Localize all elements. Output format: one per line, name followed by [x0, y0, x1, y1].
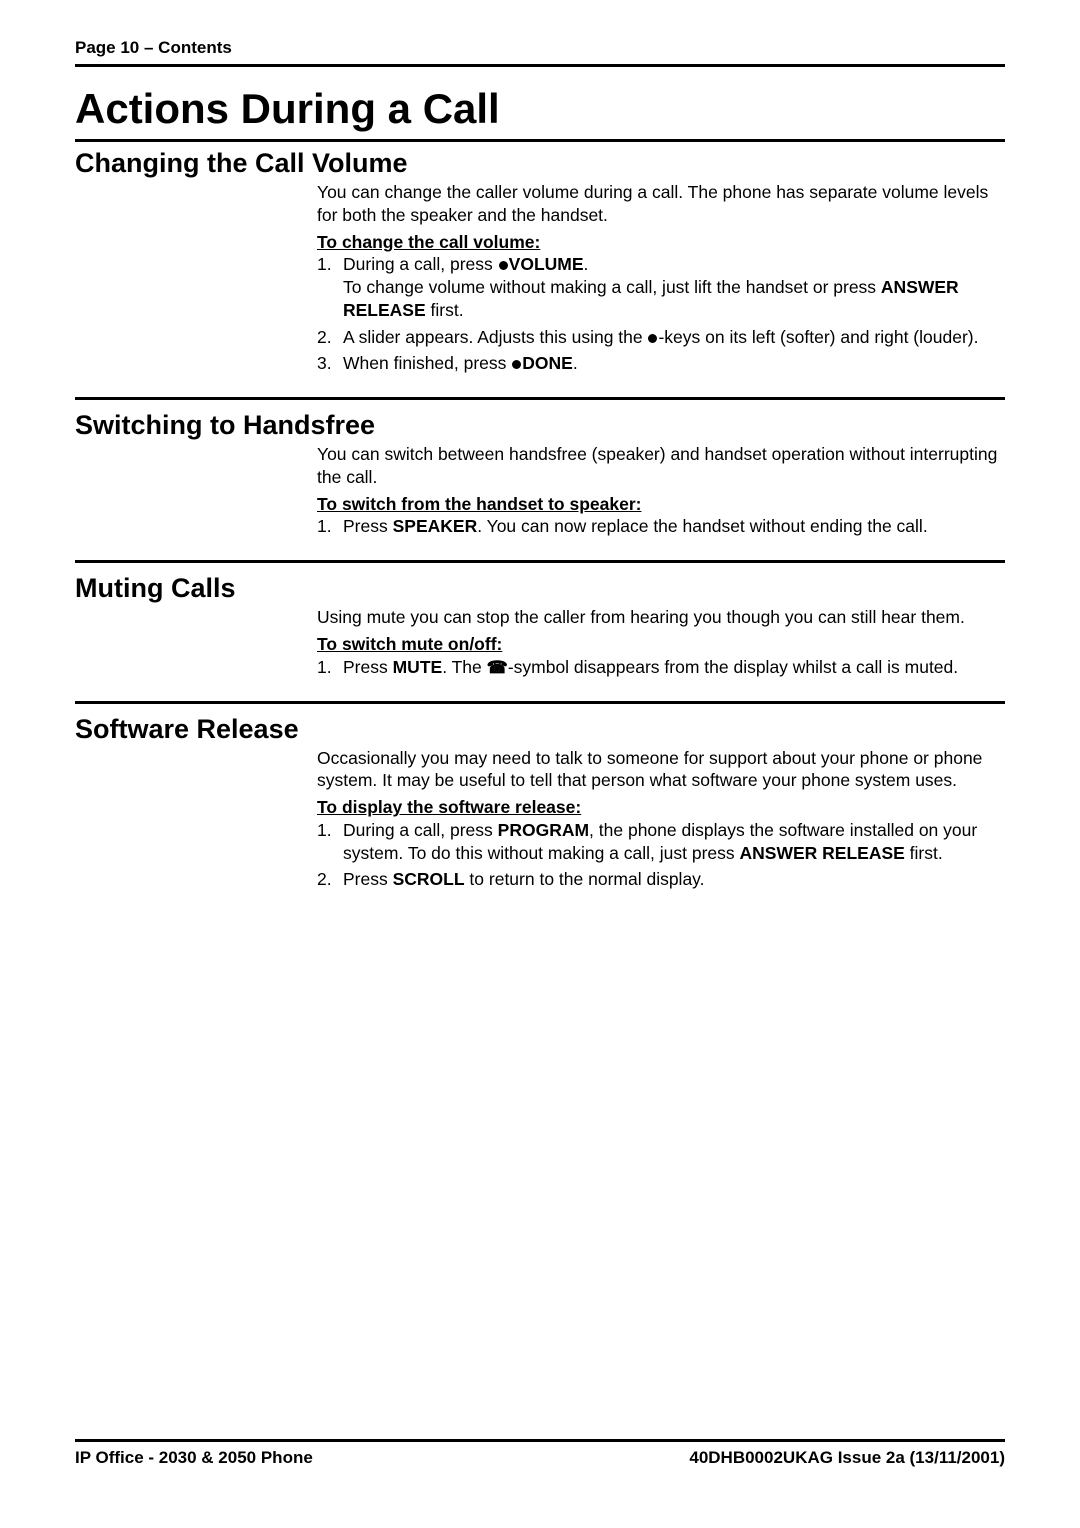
- section-heading: Software Release: [75, 714, 1005, 745]
- key-label: PROGRAM: [498, 820, 589, 840]
- list-item: A slider appears. Adjusts this using the…: [317, 326, 1005, 349]
- sub-heading: To display the software release:: [317, 797, 581, 817]
- sub-heading: To switch from the handset to speaker:: [317, 494, 641, 514]
- steps-list: During a call, press VOLUME. To change v…: [317, 253, 1005, 375]
- key-label: ANSWER RELEASE: [740, 843, 905, 863]
- key-label: DONE: [522, 353, 573, 373]
- section-handsfree: Switching to Handsfree You can switch be…: [75, 410, 1005, 538]
- bullet-icon: [499, 261, 508, 270]
- step-text: During a call, press: [343, 254, 498, 274]
- section-divider: [75, 397, 1005, 400]
- list-item: During a call, press VOLUME. To change v…: [317, 253, 1005, 321]
- section-divider: [75, 701, 1005, 704]
- page-header: Page 10 – Contents: [75, 38, 1005, 67]
- sub-heading: To switch mute on/off:: [317, 634, 502, 654]
- step-text: first.: [426, 300, 464, 320]
- key-label: MUTE: [393, 657, 443, 677]
- step-text: When finished, press: [343, 353, 511, 373]
- step-text: A slider appears. Adjusts this using the: [343, 327, 647, 347]
- step-text: Press: [343, 516, 393, 536]
- key-label: VOLUME: [509, 254, 584, 274]
- phone-icon: ☎: [487, 658, 508, 677]
- section-heading: Switching to Handsfree: [75, 410, 1005, 441]
- page-footer: IP Office - 2030 & 2050 Phone 40DHB0002U…: [75, 1439, 1005, 1468]
- footer-right: 40DHB0002UKAG Issue 2a (13/11/2001): [689, 1448, 1005, 1468]
- bullet-icon: [648, 334, 657, 343]
- section-intro: Occasionally you may need to talk to som…: [317, 747, 1005, 793]
- section-changing-volume: Changing the Call Volume You can change …: [75, 148, 1005, 375]
- section-intro: You can switch between handsfree (speake…: [317, 443, 1005, 489]
- section-heading: Muting Calls: [75, 573, 1005, 604]
- steps-list: Press MUTE. The ☎-symbol disappears from…: [317, 656, 1005, 679]
- step-text: Press: [343, 657, 393, 677]
- steps-list: During a call, press PROGRAM, the phone …: [317, 819, 1005, 891]
- section-software-release: Software Release Occasionally you may ne…: [75, 714, 1005, 892]
- key-label: SCROLL: [393, 869, 465, 889]
- step-text: To change volume without making a call, …: [343, 277, 881, 297]
- section-divider: [75, 560, 1005, 563]
- step-text: -symbol disappears from the display whil…: [508, 657, 958, 677]
- list-item: When finished, press DONE.: [317, 352, 1005, 375]
- list-item: Press SCROLL to return to the normal dis…: [317, 868, 1005, 891]
- footer-left: IP Office - 2030 & 2050 Phone: [75, 1448, 313, 1468]
- list-item: During a call, press PROGRAM, the phone …: [317, 819, 1005, 865]
- step-text: -keys on its left (softer) and right (lo…: [658, 327, 978, 347]
- step-text: .: [584, 254, 589, 274]
- section-intro: You can change the caller volume during …: [317, 181, 1005, 227]
- step-text: . The: [442, 657, 486, 677]
- step-text: to return to the normal display.: [465, 869, 705, 889]
- page-title: Actions During a Call: [75, 85, 1005, 142]
- step-text: During a call, press: [343, 820, 498, 840]
- step-text: Press: [343, 869, 393, 889]
- section-intro: Using mute you can stop the caller from …: [317, 606, 1005, 629]
- step-text: .: [573, 353, 578, 373]
- section-muting: Muting Calls Using mute you can stop the…: [75, 573, 1005, 679]
- key-label: SPEAKER: [393, 516, 478, 536]
- step-text: . You can now replace the handset withou…: [477, 516, 927, 536]
- list-item: Press MUTE. The ☎-symbol disappears from…: [317, 656, 1005, 679]
- section-heading: Changing the Call Volume: [75, 148, 1005, 179]
- list-item: Press SPEAKER. You can now replace the h…: [317, 515, 1005, 538]
- sub-heading: To change the call volume:: [317, 232, 540, 252]
- bullet-icon: [512, 360, 521, 369]
- steps-list: Press SPEAKER. You can now replace the h…: [317, 515, 1005, 538]
- step-text: first.: [905, 843, 943, 863]
